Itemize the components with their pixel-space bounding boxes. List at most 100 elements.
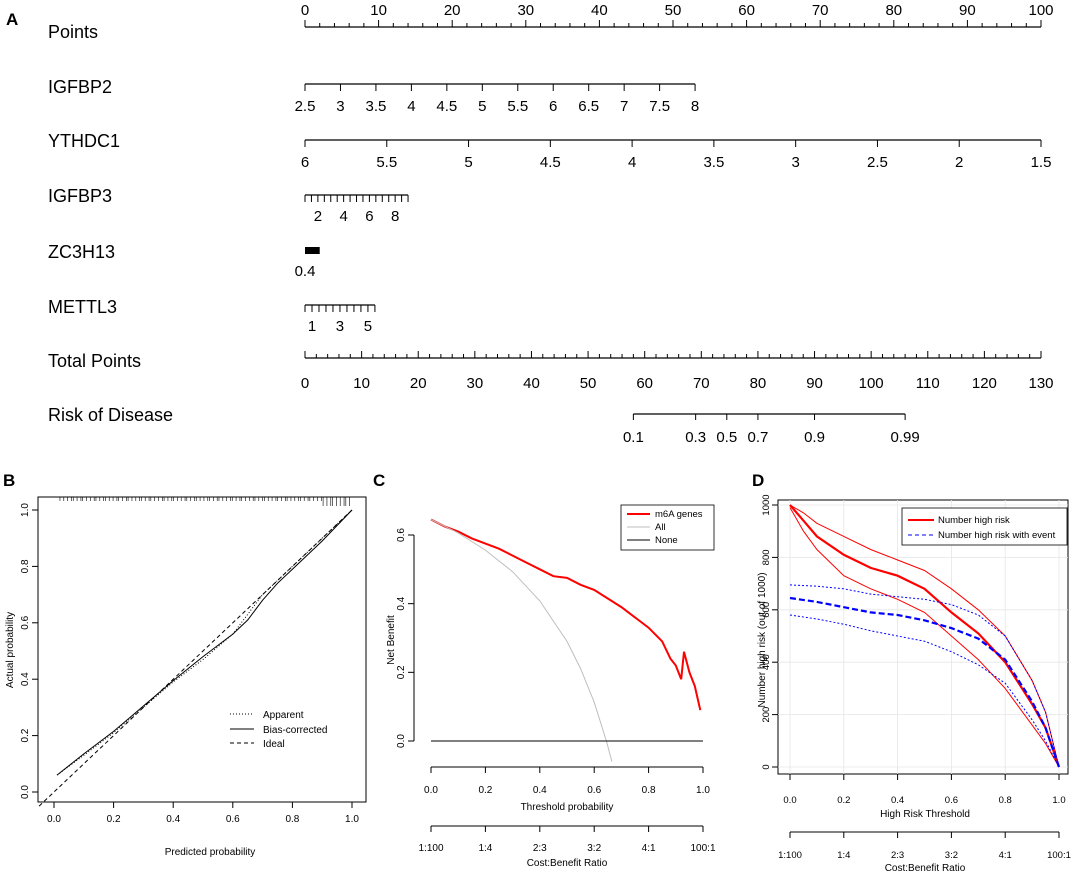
nomo-row-label-zc3h13: ZC3H13	[48, 242, 115, 262]
cost-benefit-tick-label-c: 2:3	[533, 843, 547, 854]
nomo-tick-label-igfbp3: 2	[314, 208, 322, 225]
nomo-tick-label-igfbp2: 6.5	[578, 98, 599, 115]
x-tick-label-b: 0.2	[107, 814, 121, 825]
calibration-plot-b: Apparent Bias-corrected Ideal Predicted …	[5, 496, 367, 858]
series-apparent-b	[56, 509, 353, 776]
x-tick-label-d: 0.4	[891, 795, 904, 806]
panel-label-b: B	[3, 471, 15, 490]
y-tick-label-b: 0.2	[20, 728, 31, 742]
nomo-tick-label-total-points: 60	[636, 375, 653, 392]
y-tick-label-b: 1.0	[20, 503, 31, 517]
series-ideal-b	[38, 509, 353, 807]
nomo-row-label-points: Points	[48, 22, 98, 42]
x-tick-label-c: 0.2	[478, 785, 492, 796]
nomo-tick-label-points: 50	[665, 2, 682, 19]
nomo-tick-label-risk-of-disease: 0.5	[716, 429, 737, 446]
nomo-tick-label-igfbp2: 7	[620, 98, 628, 115]
cost-benefit-tick-label-d: 3:2	[945, 850, 958, 861]
y-tick-label-c: 0.2	[396, 665, 407, 679]
nomo-tick-label-ythdc1: 4.5	[540, 154, 561, 171]
series-number-high-risk-with-event-d	[789, 596, 1061, 768]
nomo-tick-label-points: 80	[885, 2, 902, 19]
x-tick-label-b: 0.4	[166, 814, 180, 825]
series-event-lower-d	[789, 614, 1060, 768]
nomo-tick-label-igfbp2: 3.5	[365, 98, 386, 115]
x-tick-label-c: 0.8	[642, 785, 656, 796]
y-tick-label-d: 600	[761, 602, 772, 618]
nomo-tick-label-points: 60	[738, 2, 755, 19]
nomo-row-label-ythdc1: YTHDC1	[48, 131, 120, 151]
nomo-tick-label-igfbp2: 7.5	[649, 98, 670, 115]
y-tick-label-b: 0.8	[20, 559, 31, 573]
y-tick-label-d: 1000	[761, 494, 772, 515]
legend-none: None	[655, 535, 678, 546]
nomo-tick-label-risk-of-disease: 0.1	[623, 429, 644, 446]
nomo-tick-label-risk-of-disease: 0.3	[685, 429, 706, 446]
panel-label-a: A	[6, 10, 18, 29]
nomo-tick-label-risk-of-disease: 0.99	[891, 429, 920, 446]
y-tick-label-b: 0.4	[20, 672, 31, 686]
y-axis-label-b: Actual probability	[5, 612, 16, 688]
y-tick-label-b: 0.6	[20, 615, 31, 629]
nomo-tick-label-igfbp2: 6	[549, 98, 557, 115]
cost-benefit-tick-label-c: 100:1	[690, 843, 715, 854]
y-tick-label-d: 400	[761, 654, 772, 670]
legend-box-d	[901, 507, 1068, 546]
series-all-c	[430, 519, 613, 762]
y-tick-label-c: 0.6	[396, 528, 407, 542]
x-tick-label-b: 0.8	[285, 814, 299, 825]
panel-label-d: D	[752, 471, 764, 490]
nomo-tick-label-ythdc1: 5.5	[376, 154, 397, 171]
clinical-impact-d: High Risk Threshold Number high risk (ou…	[757, 494, 1071, 874]
nomo-tick-label-points: 90	[959, 2, 976, 19]
nomo-tick-label-zc3h13: 0.4	[295, 263, 316, 280]
nomo-tick-label-total-points: 70	[693, 375, 710, 392]
x-tick-label-d: 0.0	[783, 795, 796, 806]
nomo-row-label-igfbp2: IGFBP2	[48, 77, 112, 97]
x-tick-label-c: 0.4	[533, 785, 547, 796]
x-tick-label-c: 1.0	[696, 785, 710, 796]
nomo-tick-label-ythdc1: 6	[301, 154, 309, 171]
nomo-tick-label-mettl3: 3	[336, 318, 344, 335]
nomo-tick-label-total-points: 120	[972, 375, 997, 392]
x-tick-label-d: 1.0	[1052, 795, 1065, 806]
nomo-tick-label-risk-of-disease: 0.7	[747, 429, 768, 446]
x-tick-label-b: 1.0	[345, 814, 359, 825]
nomo-tick-label-total-points: 130	[1028, 375, 1053, 392]
series-number-high-risk-d	[789, 504, 1061, 768]
nomo-tick-label-points: 100	[1028, 2, 1053, 19]
cost-benefit-tick-label-d: 1:4	[837, 850, 850, 861]
nomo-tick-label-igfbp2: 8	[691, 98, 699, 115]
y-tick-label-b: 0.0	[20, 785, 31, 799]
nomo-tick-label-ythdc1: 5	[464, 154, 472, 171]
cost-benefit-tick-label-d: 1:100	[778, 850, 802, 861]
cost-benefit-tick-label-c: 1:100	[418, 843, 443, 854]
cost-benefit-label-c: Cost:Benefit Ratio	[527, 858, 608, 869]
nomo-tick-label-total-points: 40	[523, 375, 540, 392]
series-bias-corrected-b	[56, 509, 353, 776]
nomo-tick-label-ythdc1: 4	[628, 154, 636, 171]
cost-benefit-tick-label-d: 2:3	[891, 850, 904, 861]
nomo-row-label-mettl3: METTL3	[48, 297, 117, 317]
x-tick-label-b: 0.6	[226, 814, 240, 825]
legend-ideal: Ideal	[263, 739, 285, 750]
nomo-tick-label-ythdc1: 2	[955, 154, 963, 171]
legend-m6a: m6A genes	[655, 509, 703, 520]
nomo-tick-label-total-points: 50	[580, 375, 597, 392]
nomo-bar-zc3h13	[305, 247, 320, 254]
legend-b: Apparent Bias-corrected Ideal	[230, 710, 327, 750]
plot-frame-b	[37, 496, 367, 803]
y-tick-label-c: 0.0	[396, 734, 407, 748]
cost-benefit-tick-label-d: 100:1	[1047, 850, 1071, 861]
x-axis-label-d: High Risk Threshold	[880, 809, 970, 820]
nomo-tick-label-ythdc1: 3.5	[703, 154, 724, 171]
y-tick-label-c: 0.4	[396, 596, 407, 610]
nomo-tick-label-total-points: 80	[750, 375, 767, 392]
x-axis-label-b: Predicted probability	[165, 847, 256, 858]
y-axis-label-d: Number high risk (out of 1000)	[757, 572, 768, 707]
series-m6a-genes-c	[430, 518, 702, 711]
nomo-tick-label-igfbp2: 2.5	[295, 98, 316, 115]
y-tick-label-d: 800	[761, 549, 772, 565]
